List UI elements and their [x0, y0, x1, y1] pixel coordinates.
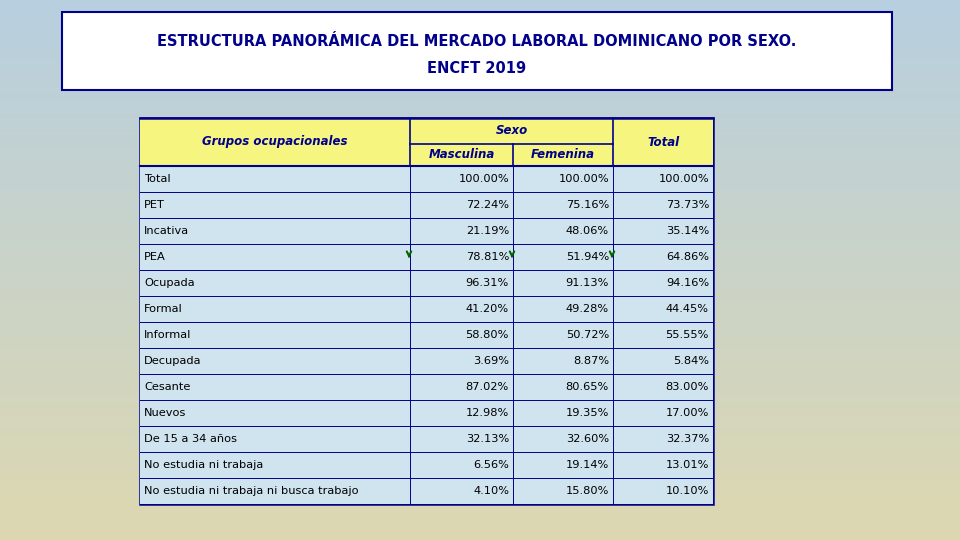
Text: 8.87%: 8.87%	[573, 356, 609, 366]
Text: Formal: Formal	[144, 304, 182, 314]
Text: 87.02%: 87.02%	[466, 382, 509, 392]
Text: 64.86%: 64.86%	[666, 252, 709, 262]
Text: 100.00%: 100.00%	[458, 174, 509, 184]
Text: 41.20%: 41.20%	[466, 304, 509, 314]
Text: 100.00%: 100.00%	[659, 174, 709, 184]
Text: 4.10%: 4.10%	[473, 486, 509, 496]
Text: 15.80%: 15.80%	[565, 486, 609, 496]
Text: 48.06%: 48.06%	[565, 226, 609, 236]
Bar	[140, 166, 713, 504]
Bar	[140, 118, 713, 504]
Text: 5.84%: 5.84%	[673, 356, 709, 366]
Text: Total: Total	[144, 174, 171, 184]
Text: 94.16%: 94.16%	[666, 278, 709, 288]
Text: 10.10%: 10.10%	[665, 486, 709, 496]
Text: 32.13%: 32.13%	[466, 434, 509, 444]
Text: 13.01%: 13.01%	[665, 460, 709, 470]
Text: De 15 a 34 años: De 15 a 34 años	[144, 434, 237, 444]
Text: 44.45%: 44.45%	[666, 304, 709, 314]
Text: ESTRUCTURA PANORÁMICA DEL MERCADO LABORAL DOMINICANO POR SEXO.: ESTRUCTURA PANORÁMICA DEL MERCADO LABORA…	[157, 34, 797, 49]
Text: Femenina: Femenina	[531, 148, 595, 161]
Text: 49.28%: 49.28%	[565, 304, 609, 314]
Text: 12.98%: 12.98%	[466, 408, 509, 418]
Text: Incativa: Incativa	[144, 226, 189, 236]
Text: Ocupada: Ocupada	[144, 278, 195, 288]
Text: 100.00%: 100.00%	[559, 174, 609, 184]
Text: 72.24%: 72.24%	[466, 200, 509, 210]
Text: No estudia ni trabaja: No estudia ni trabaja	[144, 460, 263, 470]
Text: 21.19%: 21.19%	[466, 226, 509, 236]
Text: 58.80%: 58.80%	[466, 330, 509, 340]
Text: PEA: PEA	[144, 252, 166, 262]
Text: Sexo: Sexo	[495, 125, 528, 138]
Text: 96.31%: 96.31%	[466, 278, 509, 288]
Text: Total: Total	[647, 136, 679, 148]
Text: 17.00%: 17.00%	[665, 408, 709, 418]
Text: 80.65%: 80.65%	[565, 382, 609, 392]
Text: 51.94%: 51.94%	[565, 252, 609, 262]
Text: Informal: Informal	[144, 330, 191, 340]
Text: 78.81%: 78.81%	[466, 252, 509, 262]
Text: 75.16%: 75.16%	[565, 200, 609, 210]
Text: PET: PET	[144, 200, 165, 210]
Text: 55.55%: 55.55%	[665, 330, 709, 340]
Text: 73.73%: 73.73%	[665, 200, 709, 210]
Text: 19.35%: 19.35%	[565, 408, 609, 418]
Text: 32.37%: 32.37%	[665, 434, 709, 444]
Text: 35.14%: 35.14%	[665, 226, 709, 236]
Text: 91.13%: 91.13%	[565, 278, 609, 288]
Text: 50.72%: 50.72%	[565, 330, 609, 340]
Text: ENCFT 2019: ENCFT 2019	[427, 60, 527, 76]
Text: 83.00%: 83.00%	[665, 382, 709, 392]
Bar	[140, 118, 713, 166]
Text: Masculina: Masculina	[428, 148, 494, 161]
Text: No estudia ni trabaja ni busca trabajo: No estudia ni trabaja ni busca trabajo	[144, 486, 359, 496]
Bar	[62, 12, 892, 90]
Text: 3.69%: 3.69%	[473, 356, 509, 366]
Text: Decupada: Decupada	[144, 356, 202, 366]
Text: 19.14%: 19.14%	[565, 460, 609, 470]
Text: Cesante: Cesante	[144, 382, 190, 392]
Text: 6.56%: 6.56%	[473, 460, 509, 470]
Text: 32.60%: 32.60%	[565, 434, 609, 444]
Text: Nuevos: Nuevos	[144, 408, 186, 418]
Text: Grupos ocupacionales: Grupos ocupacionales	[203, 136, 348, 148]
